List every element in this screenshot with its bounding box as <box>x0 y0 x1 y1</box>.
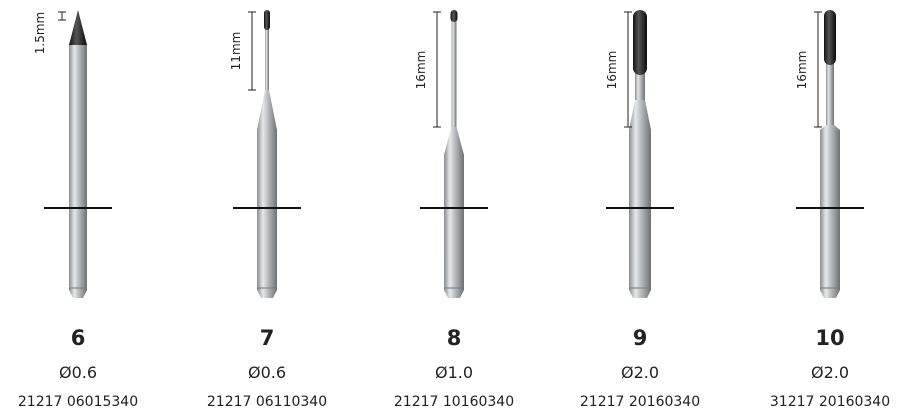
tool-number: 7 <box>260 326 275 350</box>
shank <box>629 130 651 298</box>
cutting-head <box>450 10 458 22</box>
cone <box>629 100 651 130</box>
tool-number: 9 <box>633 326 648 350</box>
shank <box>257 130 277 298</box>
cone <box>444 127 464 155</box>
tip-cone <box>69 10 87 45</box>
diameter: Ø1.0 <box>435 363 473 382</box>
article-code: 21217 20160340 <box>580 394 700 410</box>
cone <box>820 125 840 130</box>
diameter: Ø0.6 <box>248 363 286 382</box>
diameter: Ø2.0 <box>621 363 659 382</box>
length-label: 1.5mm <box>33 12 47 54</box>
tool: 16mm 9 Ø2.0 21217 20160340 <box>580 10 700 410</box>
tool: 1.5mm 6 Ø0.6 21217 06015340 <box>18 10 138 410</box>
cutting-head <box>264 10 270 30</box>
tool: 16mm 8 Ø1.0 21217 10160340 <box>394 10 514 410</box>
diameter: Ø2.0 <box>811 363 849 382</box>
length-label: 16mm <box>414 51 428 90</box>
article-code: 21217 06110340 <box>207 394 327 410</box>
neck <box>451 12 457 127</box>
article-code: 21217 06015340 <box>18 394 138 410</box>
cutting-head <box>633 10 647 75</box>
neck <box>826 12 834 125</box>
diameter: Ø0.6 <box>59 363 97 382</box>
article-code: 31217 20160340 <box>770 394 890 410</box>
article-code: 21217 10160340 <box>394 394 514 410</box>
shank <box>820 130 840 298</box>
neck <box>265 12 269 90</box>
shank <box>444 155 464 298</box>
tool-number: 6 <box>71 326 86 350</box>
cone <box>257 90 277 130</box>
tool-number: 10 <box>815 326 844 350</box>
length-label: 16mm <box>795 51 809 90</box>
shank <box>69 45 87 298</box>
tool: 11mm 7 Ø0.6 21217 06110340 <box>207 10 327 410</box>
tool-number: 8 <box>447 326 462 350</box>
cutting-head <box>824 10 836 65</box>
tool: 16mm 10 Ø2.0 31217 20160340 <box>770 10 890 410</box>
length-label: 16mm <box>605 51 619 90</box>
length-label: 11mm <box>229 32 243 71</box>
